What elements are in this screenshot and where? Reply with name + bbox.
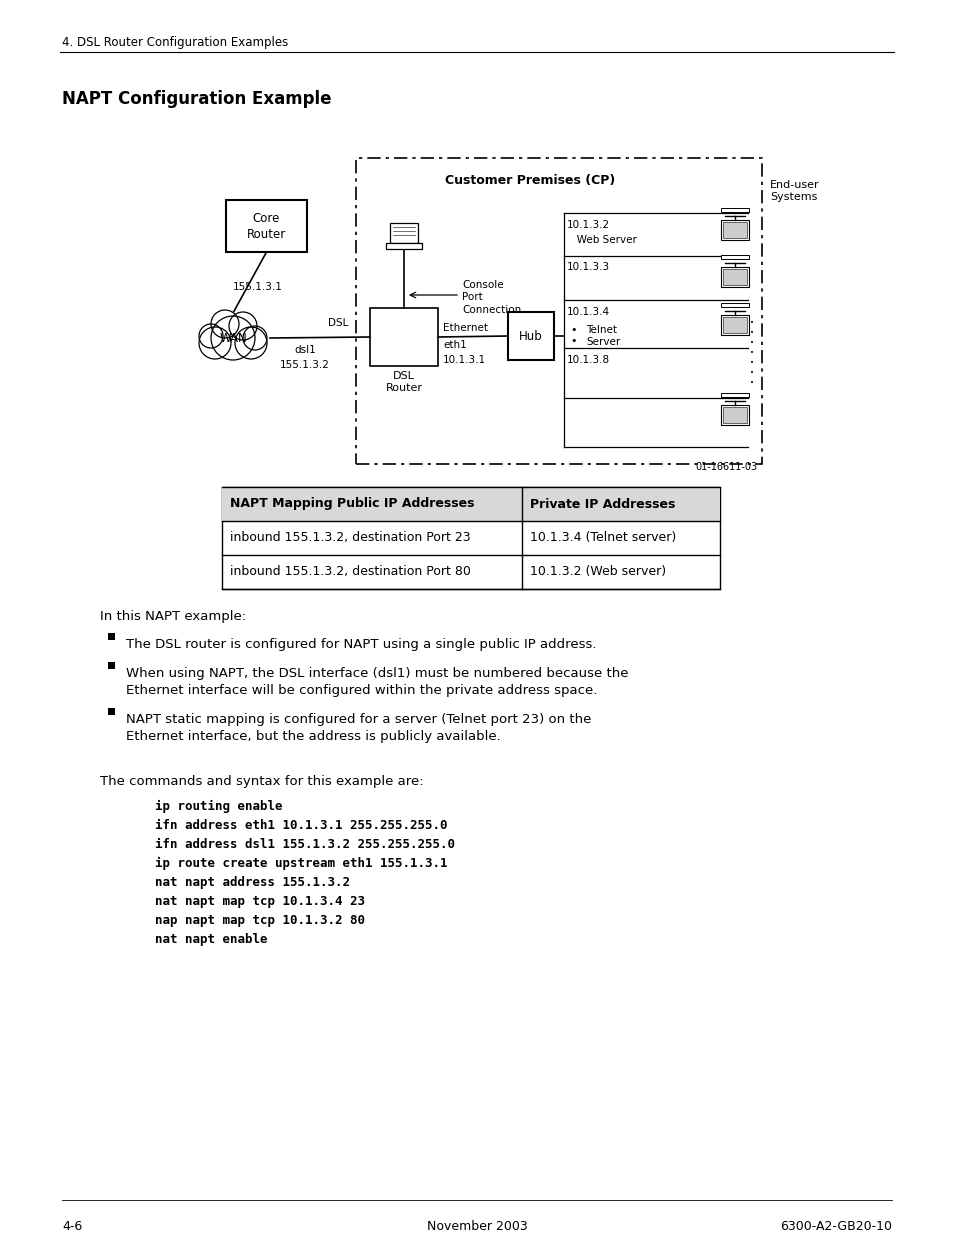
Text: Customer Premises (CP): Customer Premises (CP) — [444, 174, 615, 186]
Bar — [720, 207, 748, 212]
Bar — [720, 315, 748, 335]
Circle shape — [199, 327, 231, 359]
Bar — [355, 158, 761, 464]
Circle shape — [199, 324, 223, 348]
Bar — [722, 408, 746, 424]
Bar — [222, 487, 720, 589]
Bar — [720, 220, 748, 240]
Bar — [720, 267, 748, 287]
Text: 10.1.3.4 (Telnet server): 10.1.3.4 (Telnet server) — [530, 531, 676, 545]
Text: Console
Port
Connection: Console Port Connection — [461, 280, 520, 315]
Bar — [222, 487, 720, 521]
Text: Telnet: Telnet — [585, 325, 617, 335]
Bar — [226, 200, 307, 252]
Text: ip route create upstream eth1 155.1.3.1: ip route create upstream eth1 155.1.3.1 — [154, 857, 447, 871]
Text: Ethernet: Ethernet — [442, 324, 488, 333]
Text: dsl1: dsl1 — [294, 345, 315, 354]
Circle shape — [211, 316, 254, 359]
Text: DSL
Router: DSL Router — [385, 370, 422, 394]
Text: Web Server: Web Server — [566, 235, 637, 245]
Text: •: • — [749, 370, 753, 375]
Bar — [720, 254, 748, 259]
Text: 4-6: 4-6 — [62, 1220, 82, 1233]
Text: When using NAPT, the DSL interface (dsl1) must be numbered because the: When using NAPT, the DSL interface (dsl1… — [126, 667, 628, 680]
Text: ip routing enable: ip routing enable — [154, 800, 282, 813]
Text: nap napt map tcp 10.1.3.2 80: nap napt map tcp 10.1.3.2 80 — [154, 914, 365, 927]
Bar — [722, 222, 746, 238]
Text: Core
Router: Core Router — [247, 211, 286, 241]
Text: inbound 155.1.3.2, destination Port 80: inbound 155.1.3.2, destination Port 80 — [230, 566, 471, 578]
Text: Server: Server — [585, 337, 619, 347]
Bar — [720, 405, 748, 425]
Text: 10.1.3.4: 10.1.3.4 — [566, 308, 610, 317]
Bar — [722, 269, 746, 285]
Text: NAPT Mapping Public IP Addresses: NAPT Mapping Public IP Addresses — [230, 498, 474, 510]
Text: The commands and syntax for this example are:: The commands and syntax for this example… — [100, 776, 423, 788]
Text: Hub: Hub — [518, 330, 542, 342]
Text: nat napt map tcp 10.1.3.4 23: nat napt map tcp 10.1.3.4 23 — [154, 895, 365, 908]
Text: NAPT Configuration Example: NAPT Configuration Example — [62, 90, 331, 107]
Text: 155.1.3.1: 155.1.3.1 — [233, 282, 283, 291]
Text: DSL: DSL — [328, 317, 348, 329]
Text: 10.1.3.2 (Web server): 10.1.3.2 (Web server) — [530, 566, 665, 578]
Text: •: • — [749, 359, 753, 366]
Bar — [720, 393, 748, 396]
Text: 10.1.3.1: 10.1.3.1 — [442, 354, 486, 366]
Text: 10.1.3.8: 10.1.3.8 — [566, 354, 610, 366]
Circle shape — [229, 312, 256, 340]
Bar — [386, 243, 421, 249]
Text: In this NAPT example:: In this NAPT example: — [100, 610, 246, 622]
Bar — [390, 224, 417, 243]
Text: 10.1.3.2: 10.1.3.2 — [566, 220, 610, 230]
Text: eth1: eth1 — [442, 340, 466, 350]
Circle shape — [211, 310, 239, 338]
Text: •: • — [749, 320, 753, 326]
Bar — [720, 303, 748, 308]
Text: 4. DSL Router Configuration Examples: 4. DSL Router Configuration Examples — [62, 36, 288, 49]
Text: ifn address dsl1 155.1.3.2 255.255.255.0: ifn address dsl1 155.1.3.2 255.255.255.0 — [154, 839, 455, 851]
Text: •: • — [749, 340, 753, 346]
Text: ifn address eth1 10.1.3.1 255.255.255.0: ifn address eth1 10.1.3.1 255.255.255.0 — [154, 819, 447, 832]
Text: 155.1.3.2: 155.1.3.2 — [280, 359, 330, 370]
Bar — [108, 662, 115, 669]
Text: •: • — [569, 325, 576, 335]
Text: •: • — [749, 350, 753, 356]
Text: Ethernet interface will be configured within the private address space.: Ethernet interface will be configured wi… — [126, 684, 597, 697]
Text: •: • — [749, 330, 753, 336]
Text: November 2003: November 2003 — [426, 1220, 527, 1233]
Text: 10.1.3.3: 10.1.3.3 — [566, 262, 610, 272]
Text: 6300-A2-GB20-10: 6300-A2-GB20-10 — [780, 1220, 891, 1233]
Bar — [108, 708, 115, 715]
Circle shape — [243, 326, 267, 350]
Text: Private IP Addresses: Private IP Addresses — [530, 498, 675, 510]
Text: nat napt enable: nat napt enable — [154, 932, 267, 946]
Text: WAN: WAN — [219, 331, 247, 345]
Text: Ethernet interface, but the address is publicly available.: Ethernet interface, but the address is p… — [126, 730, 500, 743]
Text: NAPT static mapping is configured for a server (Telnet port 23) on the: NAPT static mapping is configured for a … — [126, 713, 591, 726]
Text: inbound 155.1.3.2, destination Port 23: inbound 155.1.3.2, destination Port 23 — [230, 531, 470, 545]
Bar — [507, 312, 554, 359]
Bar — [722, 317, 746, 333]
Circle shape — [234, 327, 267, 359]
Text: The DSL router is configured for NAPT using a single public IP address.: The DSL router is configured for NAPT us… — [126, 638, 596, 651]
Text: 01-16611-03: 01-16611-03 — [695, 462, 758, 472]
Text: •: • — [569, 336, 576, 346]
Bar — [108, 634, 115, 640]
Text: •: • — [749, 380, 753, 387]
Text: End-user
Systems: End-user Systems — [769, 180, 819, 203]
Text: nat napt address 155.1.3.2: nat napt address 155.1.3.2 — [154, 876, 350, 889]
Bar — [370, 308, 437, 366]
